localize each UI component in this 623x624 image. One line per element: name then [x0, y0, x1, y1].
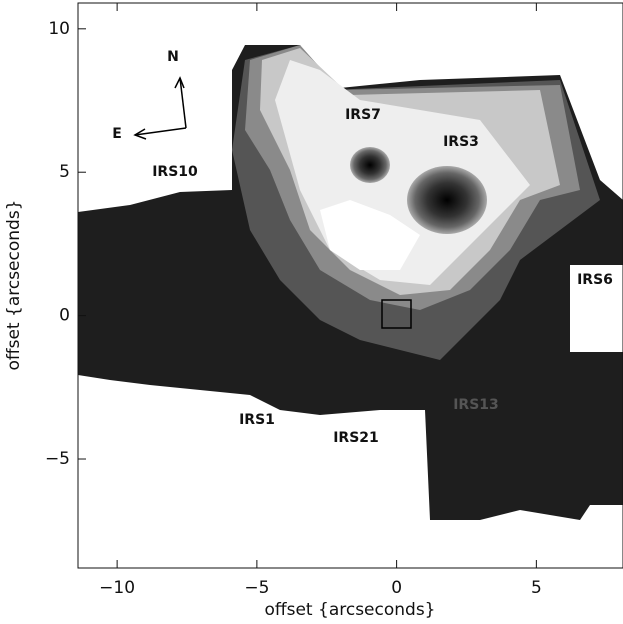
y-tick-label: 5	[59, 162, 70, 182]
annotation: IRS13	[453, 397, 499, 413]
marker-box	[381, 299, 412, 329]
annotation: IRS1	[239, 412, 275, 428]
annotation: IRS6	[577, 272, 613, 288]
source	[407, 166, 487, 234]
white-blob	[320, 200, 420, 270]
y-tick-label: 0	[59, 306, 70, 326]
blank-box	[570, 265, 623, 352]
y-axis-label: offset {arcseconds}	[4, 200, 24, 371]
source	[350, 147, 390, 183]
annotation: E	[112, 126, 122, 142]
x-tick-label: 5	[531, 578, 542, 598]
annotation: IRS21	[333, 430, 379, 446]
compass	[133, 76, 187, 140]
annotation: IRS3	[443, 134, 479, 150]
annotation: N	[167, 49, 179, 65]
annotation: IRS10	[152, 164, 198, 180]
annotation: IRS7	[345, 107, 381, 123]
x-tick-label: −5	[244, 578, 269, 598]
y-tick-label: 10	[48, 19, 70, 39]
x-tick-label: −10	[99, 578, 135, 598]
x-axis-label: offset {arcseconds}	[265, 600, 436, 620]
image	[78, 45, 623, 520]
x-tick-label: 0	[391, 578, 402, 598]
plot-frame	[77, 2, 623, 569]
y-tick-label: −5	[45, 449, 70, 469]
